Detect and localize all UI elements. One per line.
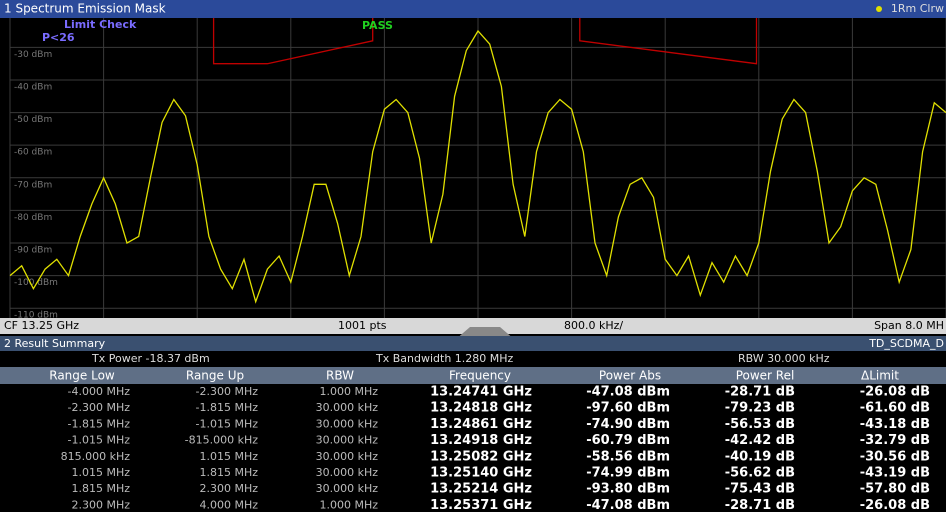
table-cell: -815.000 kHz bbox=[185, 434, 259, 447]
limit-check: Limit Check bbox=[64, 18, 137, 31]
table-cell: -79.23 dB bbox=[725, 401, 795, 416]
per-division: 800.0 kHz/ bbox=[564, 319, 623, 332]
table-cell: -26.08 dB bbox=[860, 385, 930, 400]
column-header: Frequency bbox=[449, 369, 511, 383]
y-tick-label: -110 dBm bbox=[14, 311, 58, 321]
table-cell: -28.71 dB bbox=[725, 385, 795, 400]
y-tick-label: -30 dBm bbox=[14, 50, 52, 60]
table-cell: -42.42 dB bbox=[725, 433, 795, 448]
table-cell: 30.000 kHz bbox=[316, 417, 379, 430]
footer-bar bbox=[0, 318, 946, 334]
table-cell: 13.25082 GHz bbox=[430, 449, 532, 464]
rbw: RBW 30.000 kHz bbox=[738, 352, 830, 365]
y-tick-label: -60 dBm bbox=[14, 148, 52, 158]
table-cell: -74.99 dBm bbox=[586, 466, 670, 481]
table-cell: -32.79 dB bbox=[860, 433, 930, 448]
limit-status: PASS bbox=[362, 19, 393, 32]
summary-title: 2 Result Summary bbox=[4, 337, 106, 350]
window-title: 1 Spectrum Emission Mask bbox=[4, 2, 166, 16]
table-cell: -1.015 MHz bbox=[68, 434, 131, 447]
trace-label: 1Rm Clrw bbox=[891, 2, 944, 15]
table-cell: -47.08 dBm bbox=[586, 385, 670, 400]
table-cell: -4.000 MHz bbox=[68, 385, 131, 398]
trace bbox=[212, 18, 758, 65]
column-header: Power Abs bbox=[599, 369, 661, 383]
table-cell: 1.015 MHz bbox=[199, 450, 258, 463]
standard: TD_SCDMA_D bbox=[868, 337, 944, 350]
table-cell: -28.71 dB bbox=[725, 498, 795, 512]
table-cell: 815.000 kHz bbox=[61, 450, 131, 463]
y-tick-label: -50 dBm bbox=[14, 115, 52, 125]
table-cell: -30.56 dB bbox=[860, 449, 930, 464]
table-cell: -75.43 dB bbox=[725, 482, 795, 497]
table-cell: -56.53 dB bbox=[725, 417, 795, 432]
y-tick-label: -70 dBm bbox=[14, 180, 52, 190]
table-cell: 30.000 kHz bbox=[316, 434, 379, 447]
table-cell: 2.300 MHz bbox=[71, 498, 130, 511]
points: 1001 pts bbox=[338, 319, 387, 332]
column-header: Range Up bbox=[186, 369, 244, 383]
table-cell: 1.815 MHz bbox=[199, 466, 258, 479]
table-cell: -2.300 MHz bbox=[196, 385, 259, 398]
limit-value: P<26 bbox=[42, 31, 75, 44]
center-frequency: CF 13.25 GHz bbox=[4, 319, 79, 332]
table-cell: 13.24861 GHz bbox=[430, 417, 532, 432]
table-cell: 30.000 kHz bbox=[316, 450, 379, 463]
table-cell: 1.000 MHz bbox=[319, 385, 378, 398]
table-cell: -97.60 dBm bbox=[586, 401, 670, 416]
table-cell: 30.000 kHz bbox=[316, 401, 379, 414]
table-cell: 1.000 MHz bbox=[319, 498, 378, 511]
table-cell: -60.79 dBm bbox=[586, 433, 670, 448]
table-cell: 13.25371 GHz bbox=[430, 498, 532, 512]
table-cell: -2.300 MHz bbox=[68, 401, 131, 414]
table-cell: -1.015 MHz bbox=[196, 417, 259, 430]
table-cell: 1.015 MHz bbox=[71, 466, 130, 479]
column-header: RBW bbox=[326, 369, 354, 383]
table-cell: -26.08 dB bbox=[860, 498, 930, 512]
table-header bbox=[0, 367, 946, 384]
tx-bandwidth: Tx Bandwidth 1.280 MHz bbox=[375, 352, 514, 365]
table-cell: -74.90 dBm bbox=[586, 417, 670, 432]
table-cell: -93.80 dBm bbox=[586, 482, 670, 497]
column-header: Power Rel bbox=[736, 369, 795, 383]
table-cell: 13.25214 GHz bbox=[430, 482, 532, 497]
table-cell: 4.000 MHz bbox=[199, 498, 258, 511]
table-cell: -1.815 MHz bbox=[68, 417, 131, 430]
y-tick-label: -100 dBm bbox=[14, 278, 58, 288]
table-cell: 30.000 kHz bbox=[316, 466, 379, 479]
table-cell: -56.62 dB bbox=[725, 466, 795, 481]
table-cell: -43.19 dB bbox=[860, 466, 930, 481]
table-cell: 13.25140 GHz bbox=[430, 466, 532, 481]
title-bar bbox=[0, 0, 946, 18]
table-cell: 13.24918 GHz bbox=[430, 433, 532, 448]
table-cell: -43.18 dB bbox=[860, 417, 930, 432]
y-tick-label: -40 dBm bbox=[14, 82, 52, 92]
y-tick-label: -80 dBm bbox=[14, 213, 52, 223]
table-cell: -40.19 dB bbox=[725, 449, 795, 464]
table-cell: 1.815 MHz bbox=[71, 482, 130, 495]
y-tick-label: -90 dBm bbox=[14, 246, 52, 256]
table-cell: -1.815 MHz bbox=[196, 401, 259, 414]
plot-area bbox=[0, 18, 946, 318]
tx-power: Tx Power -18.37 dBm bbox=[91, 352, 210, 365]
column-header: Range Low bbox=[49, 369, 115, 383]
trace bbox=[9, 29, 946, 304]
table-cell: -57.80 dB bbox=[860, 482, 930, 497]
table-cell: 30.000 kHz bbox=[316, 482, 379, 495]
table-cell: 13.24741 GHz bbox=[430, 385, 532, 400]
table-cell: -47.08 dBm bbox=[586, 498, 670, 512]
summary-bar bbox=[0, 336, 946, 351]
table-cell: -61.60 dB bbox=[860, 401, 930, 416]
span: Span 8.0 MH bbox=[874, 319, 944, 332]
column-header: ΔLimit bbox=[861, 369, 899, 383]
trace-dot bbox=[876, 6, 882, 12]
table-cell: -58.56 dBm bbox=[586, 449, 670, 464]
table-cell: 2.300 MHz bbox=[199, 482, 258, 495]
table-cell: 13.24818 GHz bbox=[430, 401, 532, 416]
